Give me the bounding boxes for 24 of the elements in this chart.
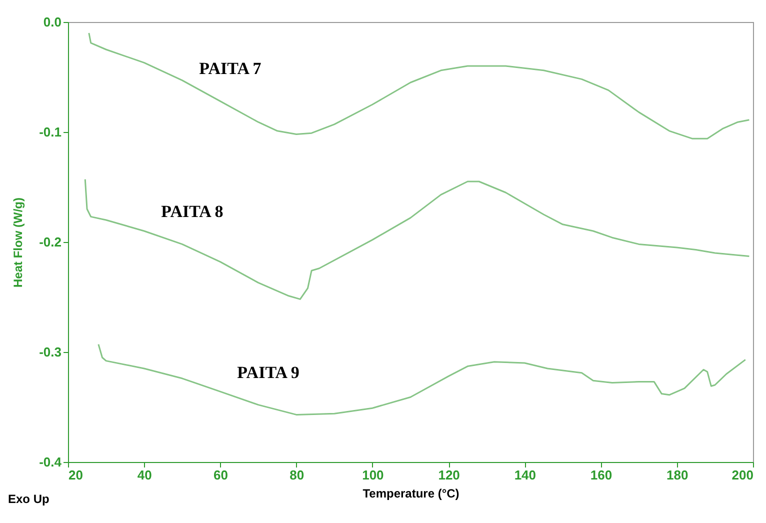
text: Exo Up [8, 492, 50, 506]
x-tick-label: 120 [438, 468, 460, 482]
y-tick-label: -0.4 [39, 454, 62, 470]
x-tick-label: 80 [290, 468, 304, 482]
series-label: PAITA 8 [161, 202, 224, 222]
y-axis-title: Heat Flow (W/g) [11, 198, 26, 288]
series-label: PAITA 7 [199, 59, 262, 78]
line-series [98, 344, 746, 416]
y-tick-label: -0.3 [39, 344, 62, 360]
x-tick-label: 200 [732, 468, 754, 482]
x-tick-label: 180 [666, 468, 688, 482]
x-tick-label: 100 [362, 468, 384, 482]
line-series [84, 178, 750, 300]
x-axis-title: Temperature (°C) [362, 486, 460, 500]
y-tick-label: -0.1 [39, 124, 62, 140]
line-series [88, 32, 750, 140]
x-tick-label: 40 [137, 468, 152, 482]
x-tick-label: 20 [68, 468, 83, 482]
series-label: PAITA 9 [237, 362, 300, 382]
y-tick-label: -0.2 [39, 234, 62, 250]
x-tick-label: 160 [590, 468, 612, 482]
x-tick-label: 140 [514, 468, 536, 482]
y-tick-label: 0.0 [43, 14, 62, 30]
x-tick-label: 60 [213, 468, 228, 482]
